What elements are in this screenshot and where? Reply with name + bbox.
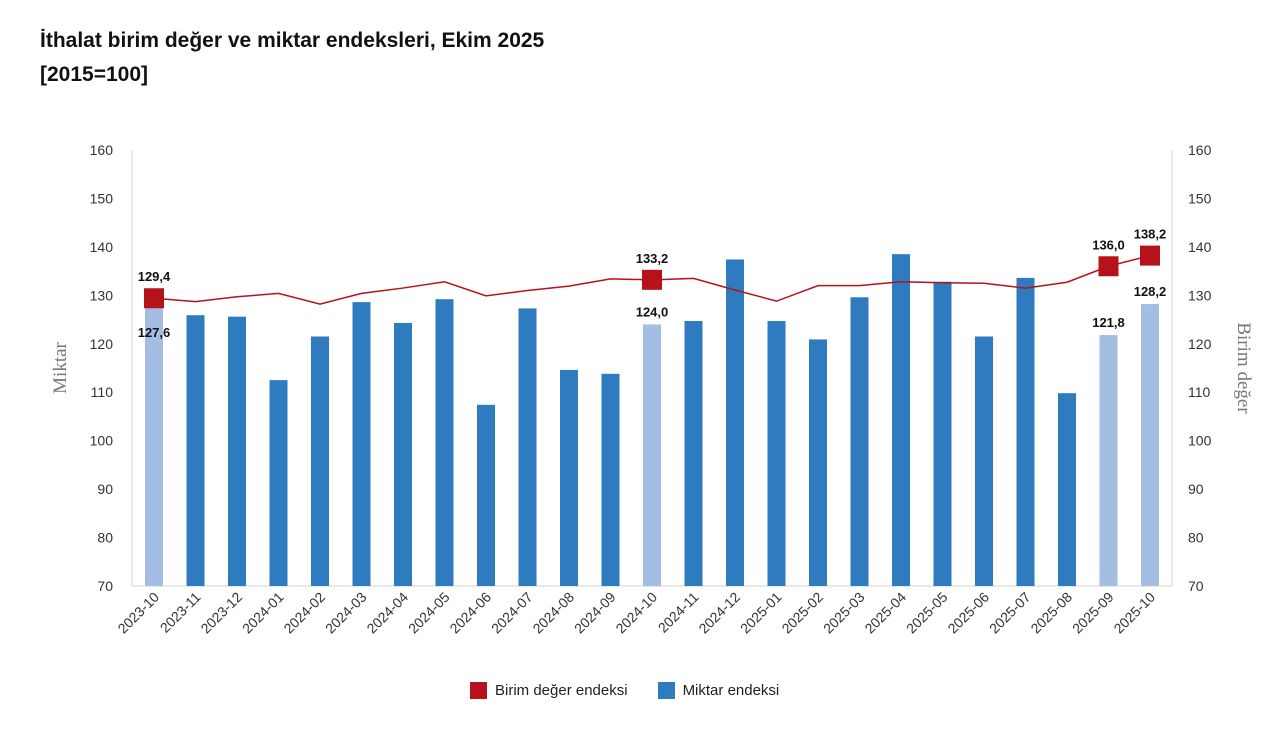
y-tick-right: 130	[1188, 287, 1212, 303]
data-label-birim-deger: 136,0	[1092, 237, 1125, 252]
data-label-miktar: 127,6	[138, 325, 171, 340]
y-tick-right: 100	[1188, 433, 1212, 449]
data-label-miktar: 121,8	[1092, 315, 1125, 330]
bar-miktar	[1141, 304, 1159, 586]
bar-miktar	[601, 373, 620, 586]
marker-birim-deger	[144, 288, 164, 309]
bar-miktar	[1016, 277, 1035, 586]
x-tick-label: 2024-01	[239, 589, 287, 637]
chart-title: İthalat birim değer ve miktar endeksleri…	[40, 24, 544, 92]
x-tick-label: 2025-08	[1027, 589, 1075, 637]
y-axis-title-left: Miktar	[50, 341, 71, 393]
bar-miktar	[435, 299, 454, 586]
legend: Birim değer endeksi Miktar endeksi	[470, 682, 779, 699]
y-tick-left: 70	[97, 578, 113, 594]
bar-miktar	[850, 297, 869, 586]
x-tick-label: 2024-05	[405, 589, 453, 637]
x-tick-label: 2025-09	[1069, 589, 1117, 637]
y-tick-left: 120	[90, 336, 114, 352]
bar-miktar	[643, 324, 661, 586]
x-tick-label: 2024-10	[612, 589, 660, 637]
data-label-birim-deger: 133,2	[636, 251, 669, 266]
y-tick-left: 160	[90, 142, 114, 158]
x-tick-label: 2024-07	[488, 589, 536, 637]
data-label-miktar: 124,0	[636, 304, 669, 319]
y-tick-right: 110	[1188, 384, 1211, 400]
bar-miktar	[767, 321, 786, 586]
legend-swatch-birim	[470, 682, 487, 699]
y-tick-right: 140	[1188, 239, 1212, 255]
y-tick-left: 90	[97, 481, 113, 497]
y-tick-left: 100	[90, 433, 114, 449]
x-tick-label: 2025-05	[903, 589, 951, 637]
bar-miktar	[684, 321, 703, 586]
y-tick-left: 150	[90, 190, 114, 206]
bar-miktar	[228, 316, 246, 586]
bar-miktar	[352, 302, 371, 586]
bar-miktar	[726, 259, 744, 586]
y-tick-left: 80	[97, 530, 113, 546]
marker-birim-deger	[1140, 245, 1160, 266]
y-tick-right: 150	[1188, 190, 1212, 206]
data-label-miktar: 128,2	[1134, 284, 1167, 299]
x-tick-label: 2023-11	[157, 589, 204, 636]
x-tick-label: 2024-08	[529, 589, 577, 637]
bar-miktar	[477, 404, 495, 586]
x-tick-label: 2024-09	[571, 589, 619, 637]
x-tick-label: 2024-12	[695, 589, 743, 637]
x-tick-label: 2025-10	[1110, 589, 1158, 637]
x-tick-label: 2025-06	[944, 589, 992, 637]
bar-miktar	[975, 336, 993, 586]
bar-miktar	[933, 281, 952, 586]
data-label-birim-deger: 138,2	[1134, 227, 1167, 242]
title-line-2: [2015=100]	[40, 63, 149, 86]
y-tick-right: 70	[1188, 578, 1204, 594]
bar-miktar	[809, 339, 827, 586]
x-tick-label: 2024-11	[655, 589, 702, 636]
y-tick-right: 90	[1188, 481, 1204, 497]
legend-swatch-miktar	[657, 682, 675, 699]
y-tick-left: 110	[91, 384, 114, 400]
bar-miktar	[311, 336, 329, 586]
x-tick-label: 2025-04	[861, 589, 909, 637]
bar-miktar	[186, 315, 205, 586]
x-tick-label: 2024-02	[280, 589, 328, 637]
x-tick-label: 2024-04	[363, 589, 411, 637]
x-tick-label: 2025-03	[820, 589, 868, 637]
marker-birim-deger	[1098, 256, 1119, 277]
x-tick-label: 2025-07	[986, 589, 1034, 637]
bar-miktar	[560, 369, 578, 586]
y-tick-right: 80	[1188, 530, 1204, 546]
title-line-1: İthalat birim değer ve miktar endeksleri…	[40, 29, 545, 52]
y-tick-right: 120	[1188, 336, 1212, 352]
x-tick-label: 2024-03	[322, 589, 370, 637]
marker-birim-deger	[642, 269, 662, 290]
bar-miktar	[269, 380, 288, 586]
legend-label-miktar: Miktar endeksi	[682, 682, 780, 699]
bar-miktar	[1099, 335, 1118, 586]
legend-label-birim: Birim değer endeksi	[495, 682, 628, 699]
bar-miktar	[1058, 393, 1076, 586]
x-tick-label: 2023-10	[114, 589, 162, 637]
x-tick-label: 2025-02	[778, 589, 826, 637]
bar-miktar	[394, 322, 412, 586]
bar-miktar	[518, 308, 537, 586]
bar-miktar	[145, 306, 163, 586]
y-tick-left: 130	[90, 287, 114, 303]
x-tick-label: 2025-01	[737, 589, 785, 637]
y-axis-title-right: Birim değer	[1233, 322, 1254, 414]
data-label-birim-deger: 129,4	[138, 269, 171, 284]
y-tick-left: 140	[90, 239, 114, 255]
x-tick-label: 2023-12	[197, 589, 245, 637]
y-tick-right: 160	[1188, 142, 1212, 158]
bar-miktar	[892, 254, 910, 586]
x-tick-label: 2024-06	[446, 589, 494, 637]
